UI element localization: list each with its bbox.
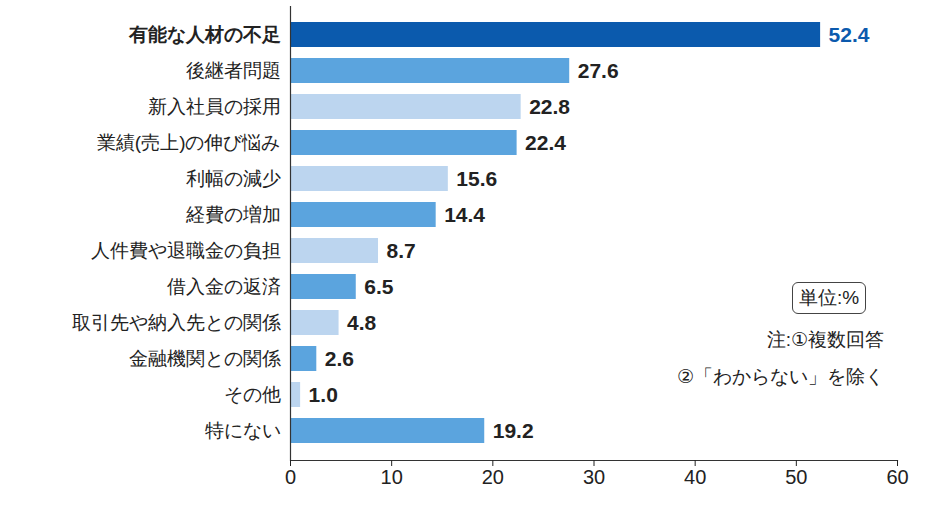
svg-text:0: 0 [285,466,296,488]
html-text:②「わからない」を除く: ②「わからない」を除く [677,366,884,387]
svg-text:1.0: 1.0 [309,383,338,406]
svg-text:特にない: 特にない [205,420,281,441]
svg-text:52.4: 52.4 [829,23,870,46]
svg-text:借入金の返済: 借入金の返済 [167,276,281,297]
svg-text:10: 10 [381,466,403,488]
svg-text:20: 20 [482,466,504,488]
svg-text:60: 60 [886,466,908,488]
svg-text:金融機関との関係: 金融機関との関係 [129,348,281,369]
html-text:注:①複数回答: 注:①複数回答 [766,329,884,350]
svg-text:14.4: 14.4 [444,203,485,226]
svg-text:4.8: 4.8 [347,311,377,334]
svg-text:27.6: 27.6 [578,59,619,82]
svg-text:6.5: 6.5 [364,275,394,298]
svg-text:2.6: 2.6 [325,347,354,370]
svg-text:22.4: 22.4 [525,131,566,154]
html-text:単位:%: 単位:% [799,287,860,308]
svg-text:22.8: 22.8 [529,95,570,118]
svg-text:その他: その他 [224,384,281,405]
svg-text:40: 40 [684,466,706,488]
svg-text:有能な人材の不足: 有能な人材の不足 [128,24,281,45]
svg-text:利幅の減少: 利幅の減少 [186,168,281,189]
svg-text:人件費や退職金の負担: 人件費や退職金の負担 [91,240,281,261]
svg-text:後継者問題: 後継者問題 [186,60,281,81]
svg-text:15.6: 15.6 [456,167,497,190]
svg-text:新入社員の採用: 新入社員の採用 [148,96,281,117]
svg-text:業績(売上)の伸び悩み: 業績(売上)の伸び悩み [97,132,281,153]
svg-text:19.2: 19.2 [493,419,534,442]
svg-text:経費の増加: 経費の増加 [185,204,281,225]
svg-text:取引先や納入先との関係: 取引先や納入先との関係 [72,312,281,333]
svg-text:8.7: 8.7 [387,239,416,262]
svg-text:30: 30 [583,466,605,488]
svg-text:50: 50 [785,466,807,488]
